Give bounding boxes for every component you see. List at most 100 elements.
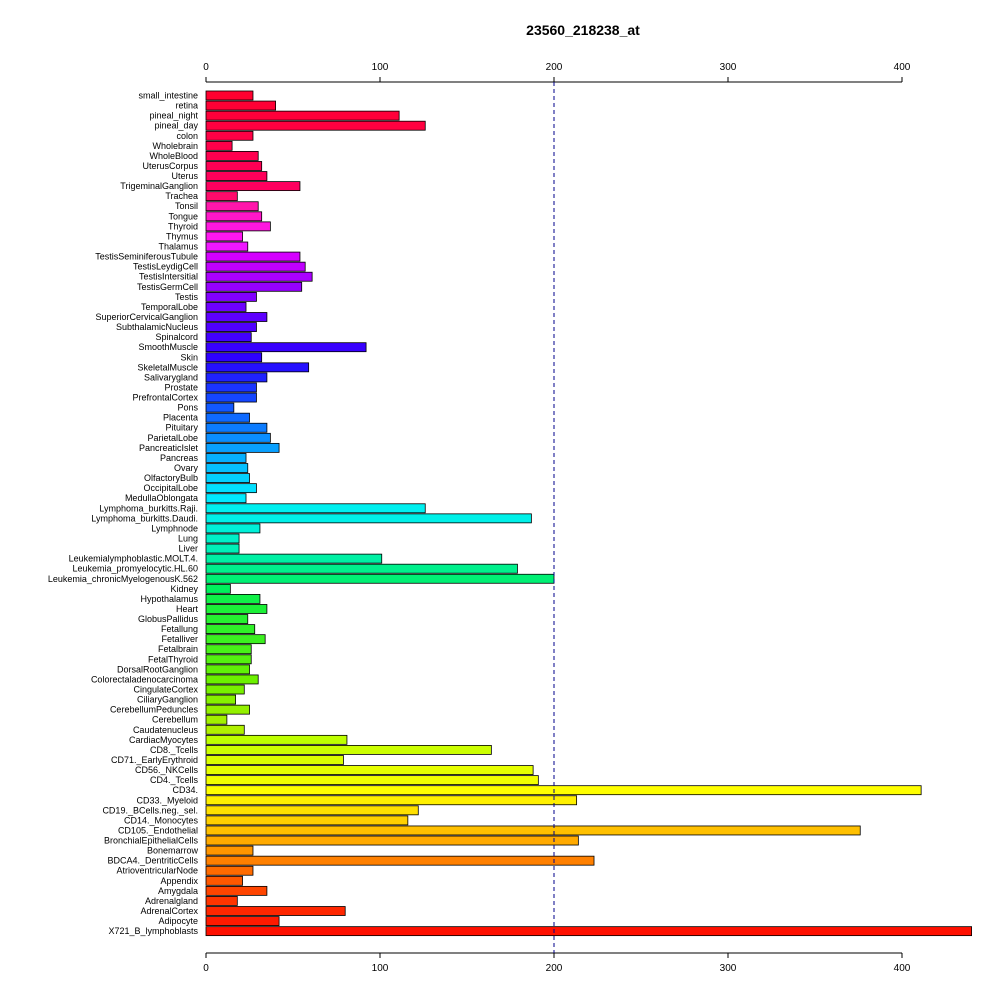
bar [205,865,254,876]
bar [205,261,306,272]
category-label: Thyroid [168,221,198,231]
bar [205,594,261,604]
bar [205,674,259,685]
bar [205,362,310,373]
bars [205,90,972,937]
bar [205,100,276,111]
bar [205,684,245,695]
category-label: Pituitary [165,423,198,433]
bar [205,714,228,725]
category-label: DorsalRootGanglion [117,664,198,674]
bar [205,805,419,816]
bar [205,573,555,584]
bar [205,835,579,846]
category-label: Testis [175,292,199,302]
bar [205,765,534,775]
bar [205,916,280,926]
category-label: UterusCorpus [142,161,198,171]
bar [205,281,303,292]
category-label: PrefrontalCortex [132,393,198,403]
bar [205,483,257,494]
category-label: SubthalamicNucleus [116,322,199,332]
bar [205,563,518,574]
category-label: pineal_night [149,111,198,121]
bar [205,513,532,524]
bar [205,221,271,232]
category-label: Amygdala [158,886,198,896]
category-label: pineal_day [154,121,198,131]
category-label: Uterus [171,171,198,181]
bar [205,926,972,937]
bar [205,855,595,866]
category-label: CD33._Myeloid [136,795,198,805]
category-label: Caudatenucleus [133,725,199,735]
bar [205,634,266,645]
category-label: Heart [176,604,199,614]
bar [205,90,254,101]
bar [205,493,247,504]
bar [205,825,861,836]
bar [205,372,268,383]
bar [205,845,254,856]
bar [205,110,400,121]
bar [205,291,257,302]
category-label: CD4._Tcells [150,775,199,785]
bottom-tick-label: 300 [720,963,737,974]
category-label: Hypothalamus [140,594,198,604]
bar [205,795,578,806]
category-label: Ovary [174,463,199,473]
bar [205,151,259,161]
bar [205,704,250,715]
category-label: GlobusPallidus [138,614,199,624]
category-label: CingulateCortex [133,685,198,695]
category-label: CD105._Endothelial [118,825,198,835]
category-label: Appendix [160,876,198,886]
category-label: Placenta [163,413,198,423]
category-label: TestisLeydigCell [133,262,198,272]
bar [205,432,271,443]
category-label: CD19._BCells.neg._sel. [102,805,198,815]
bar [205,815,409,826]
category-label: MedullaOblongata [125,493,198,503]
bar [205,332,252,343]
bar [205,503,426,514]
category-label: FetalThyroid [148,654,198,664]
category-label: TemporalLobe [141,302,198,312]
bar [205,120,426,131]
bar [205,734,348,745]
bar [205,382,257,393]
category-label: BDCA4._DentriticCells [107,856,198,866]
bar [205,251,301,262]
category-label: PancreaticIslet [139,443,199,453]
category-label: SmoothMuscle [138,342,198,352]
bar [205,412,250,423]
category-label: Fetalliver [161,634,198,644]
bar [205,785,922,796]
category-label: TestisSeminiferousTubule [95,252,198,262]
bar [205,402,235,413]
bar [205,604,268,614]
top-tick-label: 400 [894,62,911,73]
bar [205,191,238,202]
category-label: SuperiorCervicalGanglion [95,312,198,322]
category-label: Adrenalgland [145,896,198,906]
category-label: CiliaryGanglion [137,695,198,705]
bar [205,201,259,212]
category-label: Leukemia_chronicMyelogenousK.562 [48,574,198,584]
category-label: Spinalcord [155,332,198,342]
bar [205,161,263,171]
category-label: Fetallung [161,624,198,634]
bar [205,302,247,312]
bar [205,775,539,786]
bar [205,694,236,705]
category-label: Tonsil [175,201,198,211]
category-label: Salivarygland [144,372,198,382]
category-label: Prostate [164,382,198,392]
bar [205,583,231,594]
category-label: Pancreas [160,453,199,463]
category-label: AdrenalCortex [140,906,198,916]
category-label: Kidney [170,584,198,594]
bar [205,654,252,665]
bar [205,271,313,282]
